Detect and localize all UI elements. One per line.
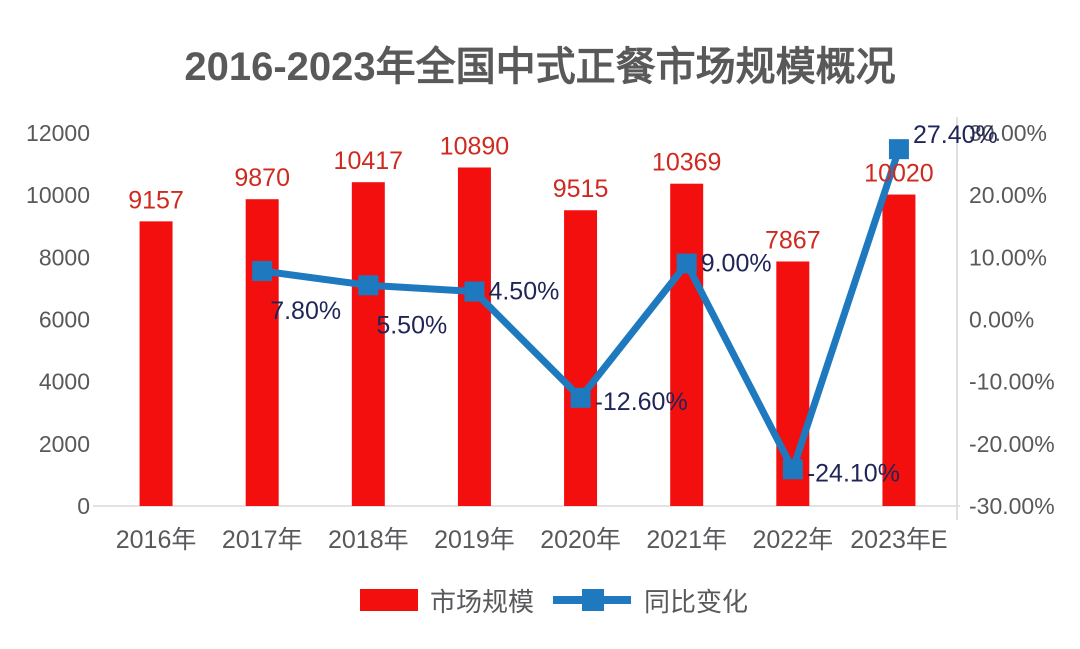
line-data-label: -12.60%: [595, 388, 688, 416]
line-data-label: -24.10%: [807, 459, 900, 487]
line-marker[interactable]: [888, 139, 909, 160]
right-axis-tick: -30.00%: [969, 493, 1055, 519]
bar[interactable]: [351, 182, 385, 507]
right-axis-tick: 0.00%: [969, 307, 1034, 333]
x-axis-tick: 2017年: [222, 526, 303, 554]
bar-data-label: 9870: [234, 164, 290, 192]
left-axis-tick: 12000: [26, 120, 90, 146]
line-data-label: 7.80%: [270, 297, 341, 325]
bar-data-labels: 9157 9870 10417 10890 9515 10369 7867 10020: [128, 133, 933, 255]
bar-data-label: 7867: [765, 226, 821, 254]
right-axis: 30.00% 20.00% 10.00% 0.00% -10.00% -20.00% -30…: [969, 120, 1055, 519]
legend: 市场规模 同比变化: [360, 587, 748, 617]
right-axis-tick: 20.00%: [969, 182, 1047, 208]
left-axis-tick: 6000: [39, 307, 90, 333]
legend-marker-square: [582, 589, 604, 611]
chart-title: 2016-2023年全国中式正餐市场规模概况: [184, 45, 896, 89]
line-marker[interactable]: [464, 281, 485, 302]
line-marker[interactable]: [358, 275, 379, 296]
x-axis-tick: 2021年: [646, 526, 727, 554]
line-data-label: 9.00%: [701, 250, 772, 278]
bar-data-label: 10417: [334, 147, 404, 175]
bar[interactable]: [670, 183, 704, 507]
bar[interactable]: [245, 199, 279, 506]
line-data-label: 5.50%: [376, 311, 447, 339]
bar-data-label: 10369: [652, 149, 722, 177]
bar[interactable]: [564, 210, 598, 507]
x-axis-tick: 2022年: [753, 526, 834, 554]
line-data-label: 4.50%: [488, 278, 559, 306]
left-axis-tick: 2000: [39, 431, 90, 457]
right-axis-tick: -10.00%: [969, 369, 1055, 395]
bar-data-label: 10890: [440, 133, 510, 161]
bar-data-label: 9157: [128, 186, 184, 214]
line-markers: [252, 139, 909, 480]
x-axis-tick: 2018年: [328, 526, 409, 554]
legend-label-bar: 市场规模: [430, 587, 534, 617]
x-axis-tick: 2019年: [434, 526, 515, 554]
line-data-label: 27.40%: [913, 121, 998, 149]
line-marker[interactable]: [676, 253, 697, 274]
legend-label-line: 同比变化: [644, 587, 748, 617]
left-axis-tick: 10000: [26, 182, 90, 208]
bar[interactable]: [139, 221, 173, 506]
line-marker[interactable]: [252, 261, 273, 282]
left-axis: 12000 10000 8000 6000 4000 2000 0: [26, 120, 90, 519]
x-axis-labels: 2016年 2017年 2018年 2019年 2020年 2021年 2022年 2023年…: [116, 526, 948, 554]
bar-data-label: 10020: [864, 160, 934, 188]
bar-data-label: 9515: [553, 175, 609, 203]
bar[interactable]: [882, 194, 916, 507]
x-axis-tick: 2016年: [116, 526, 197, 554]
right-axis-tick: -20.00%: [969, 431, 1055, 457]
right-axis-tick: 10.00%: [969, 244, 1047, 270]
x-axis-tick: 2020年: [540, 526, 621, 554]
legend-marker-bar: [360, 589, 418, 611]
left-axis-tick: 8000: [39, 244, 90, 270]
line-data-labels: 7.80% 5.50% 4.50% -12.60% 9.00% -24.10% 27.40%: [270, 121, 998, 487]
line-marker[interactable]: [570, 387, 591, 408]
bar-series: [139, 167, 916, 507]
line-marker[interactable]: [782, 459, 803, 480]
left-axis-tick: 4000: [39, 369, 90, 395]
bar[interactable]: [457, 167, 491, 506]
left-axis-tick: 0: [77, 493, 90, 519]
right-axis-tick: 30.00%: [969, 120, 1047, 146]
x-axis-tick: 2023年E: [850, 526, 947, 554]
